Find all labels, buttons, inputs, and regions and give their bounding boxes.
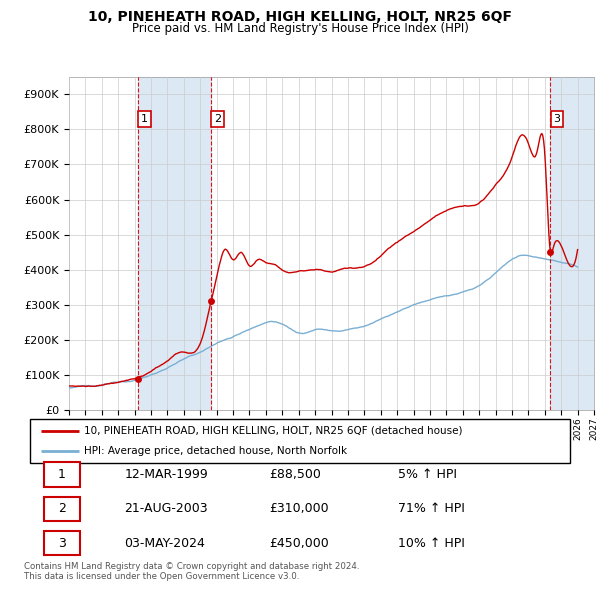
Text: 12-MAR-1999: 12-MAR-1999 [124,468,208,481]
Text: £88,500: £88,500 [269,468,322,481]
Bar [44,531,80,555]
Text: 2: 2 [58,502,65,515]
Text: 1: 1 [58,468,65,481]
Text: £450,000: £450,000 [269,536,329,549]
Bar [44,497,80,521]
Text: £310,000: £310,000 [269,502,329,515]
Text: 03-MAY-2024: 03-MAY-2024 [124,536,205,549]
Text: Price paid vs. HM Land Registry's House Price Index (HPI): Price paid vs. HM Land Registry's House … [131,22,469,35]
Text: 10% ↑ HPI: 10% ↑ HPI [398,536,465,549]
Text: HPI: Average price, detached house, North Norfolk: HPI: Average price, detached house, Nort… [84,446,347,456]
Text: 10, PINEHEATH ROAD, HIGH KELLING, HOLT, NR25 6QF (detached house): 10, PINEHEATH ROAD, HIGH KELLING, HOLT, … [84,426,463,436]
Bar [138,77,211,410]
Text: 1: 1 [141,114,148,124]
Text: 10, PINEHEATH ROAD, HIGH KELLING, HOLT, NR25 6QF: 10, PINEHEATH ROAD, HIGH KELLING, HOLT, … [88,10,512,24]
Text: 71% ↑ HPI: 71% ↑ HPI [398,502,465,515]
Bar [550,77,594,410]
Text: Contains HM Land Registry data © Crown copyright and database right 2024.
This d: Contains HM Land Registry data © Crown c… [24,562,359,581]
Bar [44,463,80,487]
Text: 3: 3 [554,114,560,124]
Text: 2: 2 [214,114,221,124]
Text: 3: 3 [58,536,65,549]
Text: 21-AUG-2003: 21-AUG-2003 [124,502,208,515]
Text: 5% ↑ HPI: 5% ↑ HPI [398,468,457,481]
